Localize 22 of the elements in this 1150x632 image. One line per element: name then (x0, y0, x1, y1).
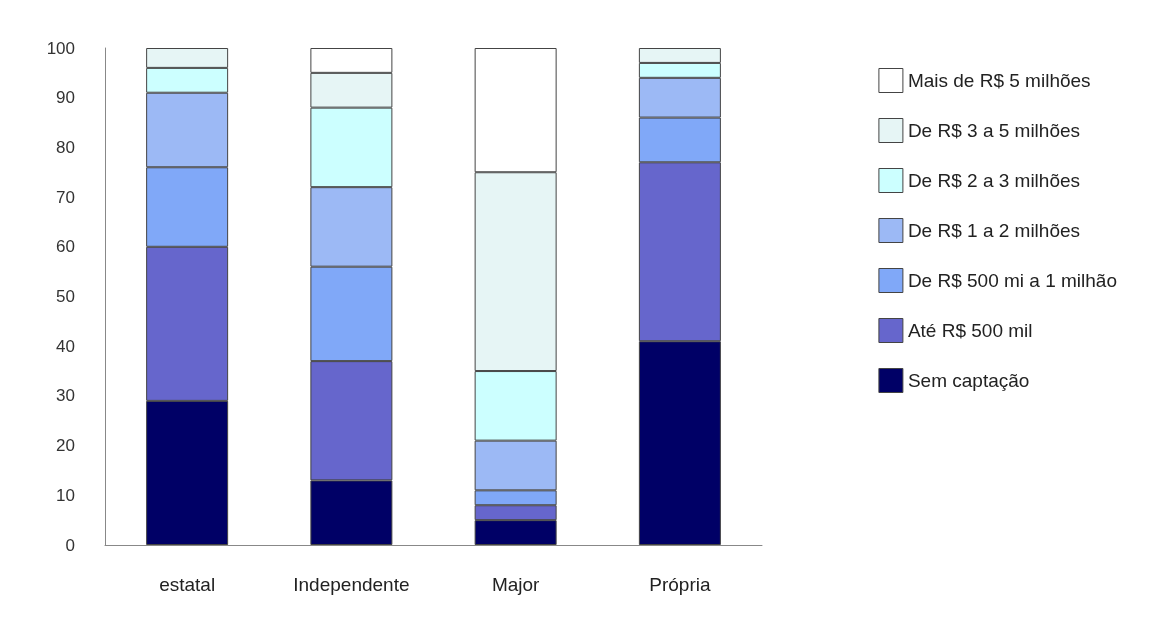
x-tick-label: Própria (649, 574, 711, 595)
x-tick-label: Major (491, 574, 541, 595)
legend-label: De R$ 1 a 2 milhões (907, 220, 1081, 241)
y-tick-label: 90 (56, 88, 75, 108)
y-tick-label: 40 (56, 336, 75, 356)
x-tick-label: estatal (159, 574, 216, 595)
y-tick-label: 70 (56, 187, 75, 207)
y-tick-label: 50 (56, 287, 75, 306)
y-tick-label: 30 (56, 386, 75, 406)
y-tick-label: 60 (56, 237, 75, 257)
legend-label: Até R$ 500 mil (907, 320, 1033, 341)
legend-label: De R$ 2 a 3 milhões (907, 170, 1081, 191)
y-tick-label: 80 (56, 137, 75, 157)
legend-label: Mais de R$ 5 milhões (907, 70, 1091, 91)
y-tick-label: 20 (56, 436, 75, 456)
legend-label: De R$ 500 mi a 1 milhão (907, 270, 1118, 291)
y-tick-label: 10 (56, 485, 75, 505)
y-tick-label: 100 (46, 38, 75, 58)
x-tick-label: Independente (293, 574, 410, 595)
y-tick-label: 0 (65, 535, 75, 555)
legend-label: De R$ 3 a 5 milhões (907, 120, 1081, 141)
legend-label: Sem captação (907, 370, 1030, 391)
